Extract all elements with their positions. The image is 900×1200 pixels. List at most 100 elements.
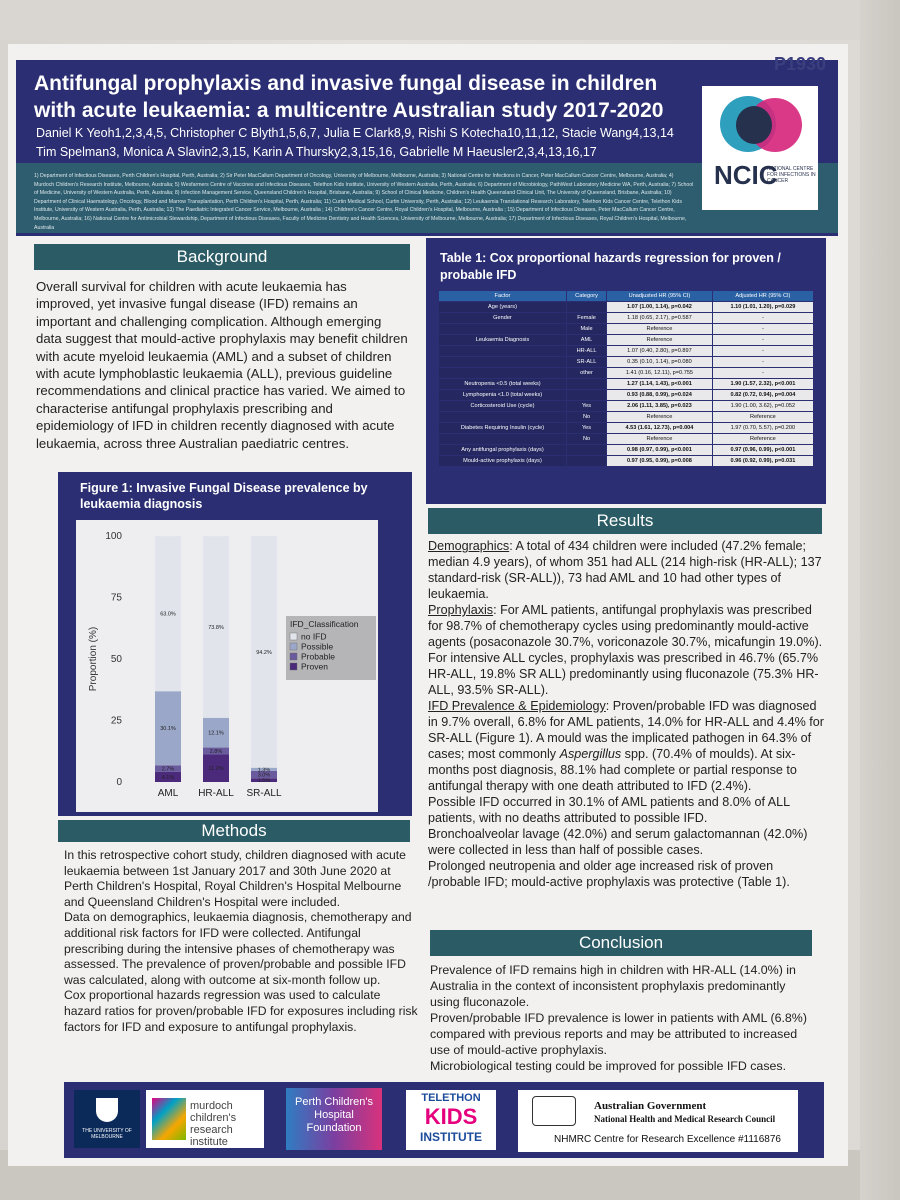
table-row: Neutropenia <0.5 (total weeks) 1.27 (1.14… [438,378,815,390]
bar-segment [203,717,229,748]
figure1-plot-area: Proportion (%) 0 25 50 75 100 4.1% 2.7% 30.1% 63.… [76,520,378,812]
table-cell: SR-ALL [565,356,608,368]
methods-paragraph-3: Cox proportional hazards regression was … [64,988,418,1034]
table-cell: - [711,356,815,368]
ifd-italic: Aspergillus [559,747,622,761]
background-text: Overall survival for children with acute… [36,279,408,451]
cox-regression-table: Factor Category Unadjusted HR (95% CI) A… [438,290,815,467]
results-ifd: IFD Prevalence & Epidemiology: Proven/pr… [428,698,824,794]
nhmrc-logo: Australian Government National Health an… [518,1090,798,1152]
bar-data-label: 12.1% [208,731,224,737]
table-row: Mould-active prophylaxis (days) 0.97 (0.9… [438,455,815,467]
table-cell: Gender [438,312,567,324]
bar-data-label: 94.2% [256,650,272,656]
table-cell: 1.18 (0.65, 2.17), p=0.587 [606,312,713,324]
results-text: Demographics: A total of 434 children we… [428,538,824,890]
background-heading: Background [34,244,410,270]
table-cell: Age (years) [438,301,567,313]
table-cell [565,455,608,467]
table-cell: 0.93 (0.88, 0.99), p=0.024 [606,389,713,401]
table-cell: AML [565,334,608,346]
methods-paragraph-2: Data on demographics, leukaemia diagnosi… [64,910,412,987]
bar-segment [251,536,277,768]
bar-segment [155,771,181,782]
demographics-label: Demographics [428,539,510,553]
table-cell: Male [565,323,608,335]
table-cell: Reference [606,323,713,335]
nhmrc-title: National Health and Medical Research Cou… [594,1114,776,1124]
bar-data-label: 1.3% [258,767,271,773]
mcri-logo: murdoch children's research institute [146,1090,264,1148]
table-cell: 1.27 (1.14, 1.43), p<0.001 [606,378,713,390]
table-cell: - [711,323,815,335]
telethon-text: TELETHON [421,1092,481,1104]
melbourne-crest-icon [96,1098,118,1122]
y-axis-label: Proportion (%) [88,627,99,691]
legend-title: IFD_Classification [290,619,359,629]
table-cell [438,356,567,368]
table-header-cell: Adjusted HR (95% CI) [711,290,815,302]
board-right-edge [860,0,900,1200]
bar-data-label: 2.8% [210,749,223,755]
legend-swatch [289,662,298,671]
bar-data-label: 3.0% [258,773,271,779]
gov-title: Australian Government [594,1100,707,1112]
table-cell: 0.96 (0.92, 0.99), p=0.031 [711,455,815,467]
bar-segment [155,765,181,772]
results-prophylaxis: Prophylaxis: For AML patients, antifunga… [428,602,824,698]
table-row: Male Reference - [438,323,815,335]
table-row: Diabetes Requiring Insulin (cycle) Yes 4.5… [438,422,815,434]
affiliations: 1) Department of Infectious Diseases, Pe… [34,173,694,231]
table-cell: - [711,367,815,379]
table-header-cell: Category [565,290,608,302]
table-cell [565,444,608,456]
bar-data-label: 4.1% [162,775,175,781]
table-cell: Any antifungal prophylaxis (days) [438,444,567,456]
table-cell: Corticosteroid Use (cycle) [438,400,567,412]
table-row: Leukaemia Diagnosis AML Reference - [438,334,815,346]
table-cell: Yes [565,422,608,434]
y-tick-label: 75 [111,593,123,604]
bar-data-label: 30.1% [160,726,176,732]
table-row: No Reference Reference [438,433,815,445]
table-cell: 4.53 (1.61, 12.73), p=0.004 [606,422,713,434]
bar-data-label: 11.2% [208,766,223,772]
table-row: Any antifungal prophylaxis (days) 0.98 (0… [438,444,815,456]
x-tick-label: SR-ALL [246,788,281,799]
nhmrc-cre: NHMRC Centre for Research Excellence #11… [554,1134,781,1145]
ncic-logo-subtitle: NATIONAL CENTRE FOR INFECTIONS IN CANCER [767,166,816,184]
table-cell [438,411,567,423]
table-cell: 1.10 (1.01, 1.20), p=0.029 [711,301,815,313]
table-row: Lymphopenia <1.0 (total weeks) 0.93 (0.88… [438,389,815,401]
conclusion-paragraph-3: Microbiological testing could be improve… [430,1059,787,1073]
table-cell: 0.82 (0.72, 0.94), p=0.004 [711,389,815,401]
table-cell: Lymphopenia <1.0 (total weeks) [438,389,567,401]
table-cell: 1.97 (0.70, 5.57), p=0.200 [711,422,815,434]
table-cell [565,389,608,401]
table-cell: No [565,433,608,445]
ifd-text-a: : Proven/probable IFD was diagnosed in 9… [428,699,824,761]
x-tick-label: HR-ALL [198,788,234,799]
methods-text: In this retrospective cohort study, chil… [64,848,420,1035]
y-tick-label: 50 [111,654,123,665]
bar-segment [155,691,181,766]
table1-title: Table 1: Cox proportional hazards regres… [440,251,781,282]
table-cell: 1.90 (1.00, 3.62), p=0.052 [711,400,815,412]
table-cell: HR-ALL [565,345,608,357]
results-bal: Bronchoalveolar lavage (42.0%) and serum… [428,827,808,857]
table-cell: Female [565,312,608,324]
methods-paragraph-1: In this retrospective cohort study, chil… [64,848,406,909]
legend-label: Possible [301,642,333,652]
table-cell: Leukaemia Diagnosis [438,334,567,346]
table-cell: 1.07 (0.40, 2.80), p=0.897 [606,345,713,357]
table-row: Corticosteroid Use (cycle) Yes 2.06 (1.11,… [438,400,815,412]
bar-segment [251,778,277,782]
y-tick-label: 0 [116,777,122,788]
prophylaxis-label: Prophylaxis [428,603,494,617]
results-heading: Results [428,508,822,534]
bar-segment [203,747,229,755]
author-line-2: Tim Spelman3, Monica A Slavin2,3,15, Kar… [36,145,597,159]
table-cell [565,301,608,313]
table-cell: 1.07 (1.00, 1.14), p=0.042 [606,301,713,313]
bar-data-label: 73.8% [208,625,224,631]
